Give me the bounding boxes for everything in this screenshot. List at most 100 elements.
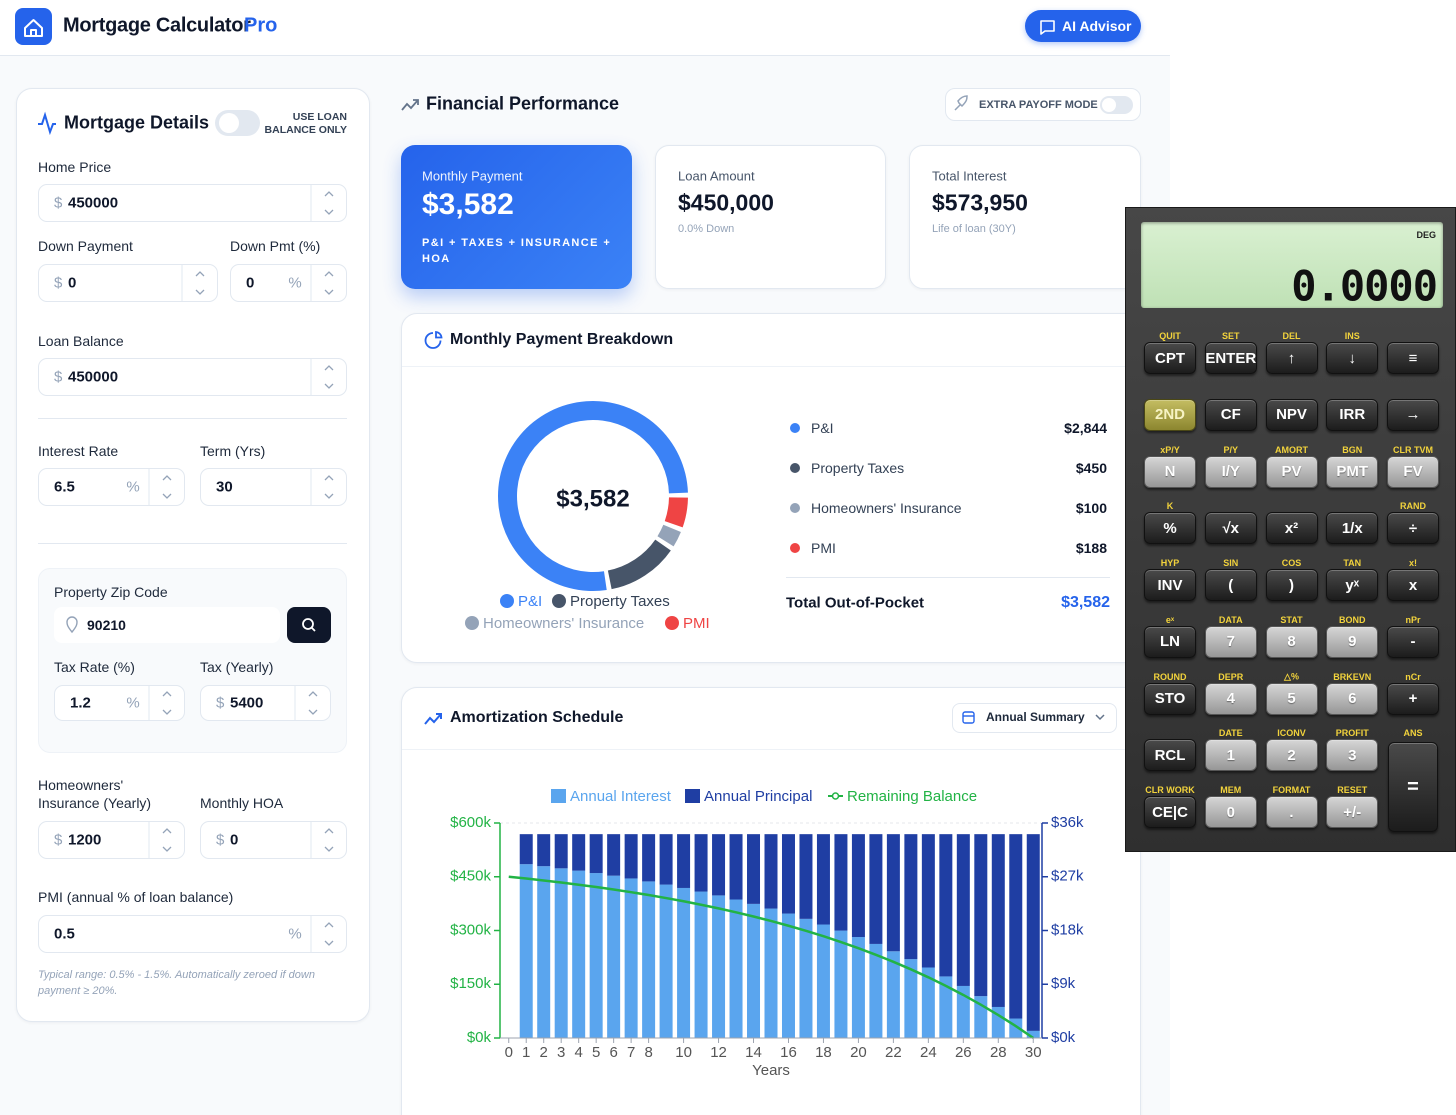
bar (921, 967, 935, 1038)
calc-key[interactable]: + (1387, 682, 1439, 715)
input-value: 0 (246, 274, 255, 292)
card-label: Loan Amount (678, 168, 755, 184)
breakdown-panel (401, 313, 1141, 663)
calc-key[interactable]: √x (1204, 512, 1257, 545)
calc-key[interactable]: FV (1387, 455, 1439, 488)
number-input[interactable] (200, 468, 347, 506)
calc-key[interactable]: ↓ (1326, 342, 1379, 374)
bar (624, 834, 638, 879)
calc-key[interactable]: CE|C (1144, 796, 1196, 828)
calc-key[interactable]: I/Y (1204, 455, 1257, 488)
legend-swatch (552, 594, 566, 608)
y2-tick-label: $18k (1051, 921, 1084, 938)
input-value: 1200 (68, 831, 102, 849)
calc-key[interactable]: PMT (1326, 455, 1379, 488)
calc-key[interactable]: = (1388, 742, 1438, 832)
calc-key[interactable]: 9 (1326, 625, 1379, 658)
calc-key[interactable]: 1 (1204, 739, 1257, 772)
calc-key[interactable]: 3 (1326, 739, 1379, 772)
calc-key[interactable]: 2 (1265, 739, 1318, 772)
breakdown-value: $100 (1075, 500, 1107, 516)
x-tick-label: 12 (710, 1044, 727, 1061)
divider (402, 366, 1140, 367)
calc-key[interactable]: → (1387, 398, 1439, 431)
number-input[interactable] (38, 264, 218, 302)
spin-up (324, 828, 334, 834)
list-dot (790, 543, 800, 553)
calc-key[interactable]: 8 (1265, 625, 1318, 658)
bar (816, 924, 830, 1038)
calc-key[interactable]: ENTER (1204, 342, 1257, 374)
number-input[interactable] (230, 264, 347, 302)
donut-center-label: $3,582 (556, 485, 629, 512)
ai-advisor-button[interactable] (1025, 10, 1141, 42)
calc-key[interactable]: LN (1144, 625, 1196, 658)
calc-key[interactable]: 4 (1204, 682, 1257, 715)
input-prefix: $ (54, 194, 63, 212)
number-input[interactable] (54, 685, 185, 721)
calc-key[interactable]: PV (1265, 455, 1318, 488)
y2-tick-label: $0k (1051, 1029, 1076, 1046)
divider (38, 543, 347, 544)
view-dropdown[interactable] (952, 703, 1117, 733)
calc-key[interactable]: +/- (1326, 796, 1379, 828)
number-input[interactable] (200, 685, 331, 721)
calc-key[interactable]: ≡ (1387, 342, 1439, 374)
number-input[interactable] (200, 821, 347, 859)
calc-key[interactable]: NPV (1265, 398, 1318, 431)
calc-key[interactable]: ÷ (1387, 512, 1439, 545)
calc-key[interactable]: 2ND (1144, 398, 1196, 431)
number-input[interactable] (38, 468, 185, 506)
spin-down (162, 493, 172, 499)
calc-key[interactable]: x (1387, 569, 1439, 601)
input-suffix: % (126, 478, 140, 496)
number-input[interactable] (38, 915, 347, 953)
calc-key[interactable]: ( (1204, 569, 1257, 601)
bar (659, 884, 673, 1038)
calc-key[interactable]: RCL (1144, 739, 1196, 772)
zip-input[interactable] (54, 607, 280, 643)
y-tick-label: $0k (467, 1029, 492, 1046)
calc-key[interactable]: % (1144, 512, 1196, 545)
spin-up (162, 828, 172, 834)
calc-key[interactable]: CPT (1144, 342, 1196, 374)
x-tick-label: 14 (745, 1044, 762, 1061)
number-input[interactable] (38, 821, 185, 859)
bar (747, 903, 761, 1038)
calc-key[interactable]: CF (1204, 398, 1257, 431)
calc-key[interactable]: yˣ (1326, 569, 1379, 601)
x-tick-label: 24 (920, 1044, 937, 1061)
breakdown-name: P&I (811, 420, 834, 436)
calc-key[interactable]: INV (1144, 569, 1196, 601)
calc-key[interactable]: 7 (1204, 625, 1257, 658)
details-panel (16, 88, 370, 1022)
number-input[interactable] (38, 184, 347, 222)
calc-key[interactable]: . (1265, 796, 1318, 828)
calc-key[interactable]: 6 (1326, 682, 1379, 715)
field-label: Term (Yrs) (200, 443, 266, 459)
calc-key[interactable]: STO (1144, 682, 1196, 715)
card-value: $3,582 (422, 188, 514, 221)
card-label: Total Interest (932, 168, 1007, 184)
number-input[interactable] (38, 358, 347, 396)
x-tick-label: 16 (780, 1044, 797, 1061)
calc-key[interactable]: ↑ (1265, 342, 1318, 374)
calc-key[interactable]: N (1144, 455, 1196, 488)
calc-key[interactable]: 1/x (1326, 512, 1379, 545)
y2-tick-label: $9k (1051, 975, 1076, 992)
calc-key[interactable]: 0 (1204, 796, 1257, 828)
breakdown-name: Homeowners' Insurance (811, 500, 962, 516)
card-value: $573,950 (932, 189, 1028, 216)
bar (974, 834, 988, 997)
bar (712, 834, 726, 896)
calc-key[interactable]: x² (1265, 512, 1318, 545)
bar (816, 834, 830, 925)
calc-key[interactable]: IRR (1326, 398, 1379, 431)
calc-key[interactable]: ) (1265, 569, 1318, 601)
spin-down (324, 493, 334, 499)
calc-key[interactable]: - (1387, 625, 1439, 658)
search-button[interactable] (287, 607, 331, 643)
calc-key[interactable]: 5 (1265, 682, 1318, 715)
y-tick-label: $150k (450, 975, 491, 992)
